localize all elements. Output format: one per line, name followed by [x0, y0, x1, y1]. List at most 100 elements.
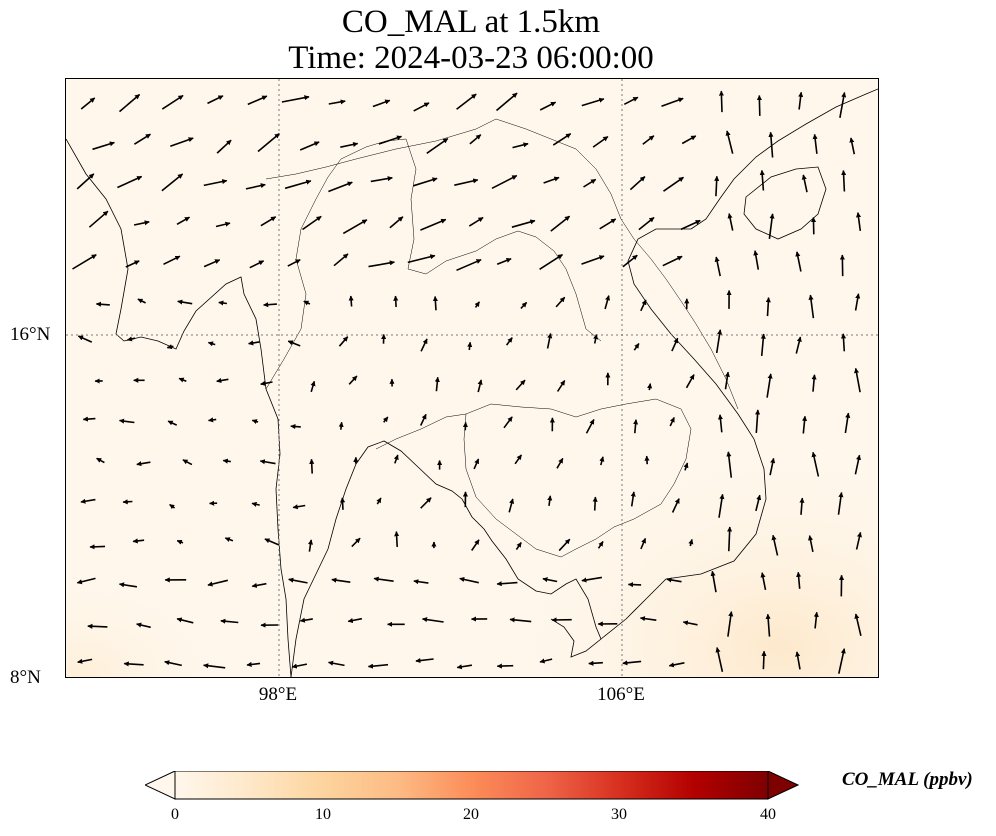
wind-arrow: [413, 102, 430, 112]
wind-arrow: [761, 650, 767, 670]
wind-arrow: [581, 97, 605, 107]
wind-arrow: [290, 423, 301, 430]
wind-arrow: [768, 131, 774, 158]
wind-arrow: [310, 380, 316, 393]
wind-arrow: [133, 220, 150, 226]
wind-arrow: [726, 451, 733, 478]
wind-arrow: [515, 379, 526, 391]
wind-arrow: [661, 97, 684, 107]
wind-arrow: [855, 531, 862, 550]
wind-arrow: [717, 414, 724, 433]
wind-arrow: [539, 253, 563, 270]
wind-arrow: [347, 617, 363, 624]
wind-arrow: [248, 340, 260, 346]
wind-arrow: [583, 178, 597, 188]
wind-arrow: [432, 295, 438, 311]
country-borders: [265, 118, 739, 558]
wind-arrow: [854, 293, 861, 311]
wind-arrow: [473, 458, 480, 470]
wind-arrow: [552, 133, 572, 146]
wind-arrow: [376, 497, 382, 505]
colorbar-gradient: [174, 771, 769, 800]
wind-arrow: [77, 335, 93, 343]
wind-arrow: [263, 302, 277, 308]
wind-arrow: [372, 99, 391, 108]
wind-arrow: [420, 218, 447, 231]
wind-arrow: [426, 137, 449, 154]
wind-arrow: [462, 421, 468, 431]
wind-arrow: [259, 459, 276, 465]
wind-arrow: [260, 380, 273, 386]
wind-arrow: [593, 333, 599, 344]
wind-arrow: [629, 176, 646, 191]
wind-arrow: [715, 647, 724, 672]
wind-arrow: [662, 255, 683, 267]
wind-arrow: [264, 538, 280, 546]
wind-arrow: [769, 457, 776, 476]
wind-arrow: [96, 457, 105, 464]
wind-arrow: [389, 216, 404, 229]
wind-arrow: [302, 215, 322, 231]
wind-arrow: [795, 251, 802, 272]
wind-arrow: [760, 333, 766, 356]
wind-arrow: [556, 380, 566, 392]
coastlines: [66, 88, 878, 677]
wind-arrow: [393, 295, 399, 308]
wind-arrow: [718, 90, 725, 113]
wind-arrow: [854, 454, 862, 475]
wind-arrow: [203, 179, 228, 187]
wind-arrow: [177, 299, 193, 305]
wind-arrow: [509, 617, 532, 623]
wind-arrow: [682, 620, 698, 626]
wind-arrow: [245, 183, 266, 190]
wind-arrow: [642, 135, 655, 145]
wind-arrow: [622, 660, 642, 666]
wind-arrow: [799, 497, 805, 515]
wind-arrow: [644, 455, 650, 465]
wind-arrow: [299, 617, 313, 623]
wind-arrow: [136, 622, 151, 629]
wind-arrow: [546, 332, 553, 349]
wind-arrow: [759, 169, 765, 191]
wind-arrow: [854, 367, 861, 393]
wind-arrow: [287, 258, 301, 267]
wind-arrow: [683, 462, 689, 471]
wind-arrow: [207, 417, 217, 423]
wind-arrow: [348, 375, 358, 385]
wind-arrow: [164, 660, 182, 667]
wind-arrow: [801, 415, 808, 434]
wind-arrow: [342, 219, 368, 235]
wind-arrow: [471, 539, 480, 551]
wind-arrow: [284, 179, 312, 190]
wind-arrow: [468, 216, 484, 227]
lat-label-8n: 8°N: [10, 667, 41, 688]
wind-arrow: [765, 613, 771, 637]
wind-arrow: [246, 661, 261, 667]
wind-arrow: [714, 256, 721, 277]
wind-arrow: [715, 329, 723, 354]
wind-arrow: [207, 579, 228, 587]
wind-arrow: [801, 174, 808, 193]
wind-arrow: [633, 419, 639, 434]
wind-arrow: [638, 216, 655, 231]
colorbar-extend-max: [767, 771, 799, 800]
wind-arrow: [671, 337, 679, 352]
wind-arrow: [467, 341, 473, 351]
wind-arrow: [495, 92, 518, 112]
wind-arrow: [514, 454, 523, 465]
map-canvas: [66, 79, 878, 677]
wind-arrow: [292, 504, 306, 510]
wind-arrow: [307, 539, 314, 552]
wind-arrow: [714, 175, 720, 197]
wind-arrow: [88, 210, 109, 228]
wind-arrow: [539, 101, 557, 111]
wind-arrow: [813, 611, 819, 629]
wind-arrow: [80, 97, 96, 110]
wind-arrow: [854, 613, 862, 636]
wind-arrow: [808, 294, 815, 319]
wind-arrow: [725, 130, 734, 154]
wind-arrow: [367, 663, 389, 669]
wind-arrow: [118, 93, 141, 113]
wind-arrow: [207, 341, 216, 347]
wind-arrow: [849, 137, 856, 155]
